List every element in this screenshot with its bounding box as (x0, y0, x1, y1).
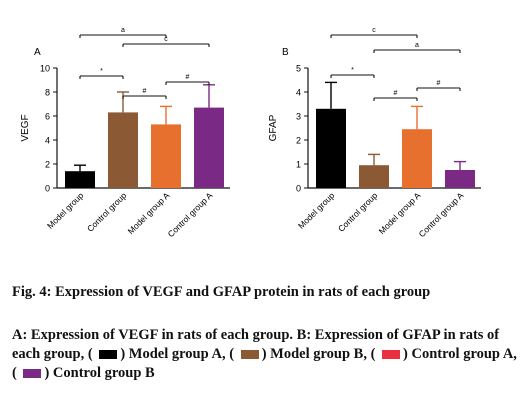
figure-caption-title: Fig. 4: Expression of VEGF and GFAP prot… (12, 284, 431, 300)
y-tick-label: 2 (45, 160, 50, 170)
significance-label: # (394, 90, 398, 97)
significance-label: # (186, 74, 190, 81)
panel-label-b: B (282, 47, 289, 58)
legend-swatch-control-a (382, 350, 401, 360)
significance-label: a (415, 42, 419, 49)
legend-swatch-model-b (240, 350, 259, 360)
bar-control-group (359, 165, 389, 188)
x-tick-label: Control group A (417, 190, 466, 239)
bar-control-group-a (194, 107, 224, 188)
significance-label: * (351, 67, 354, 74)
significance-label: * (100, 68, 103, 75)
legend-swatch-model-a (99, 350, 118, 360)
y-tick-label: 5 (296, 64, 301, 74)
significance-label: a (121, 27, 125, 34)
bar-control-group (108, 112, 138, 188)
x-tick-label: Model group (296, 190, 337, 231)
y-axis-title: GFAP (268, 114, 279, 141)
y-tick-label: 4 (296, 88, 301, 98)
y-axis-title: VEGF (20, 114, 31, 141)
legend-swatch-control-b (23, 369, 42, 379)
y-tick-label: 3 (296, 112, 301, 122)
x-tick-label: Model group (45, 190, 86, 231)
x-tick-label: Model group A (377, 190, 423, 236)
caption-text-a: A: Expression of VEGF in rats of each gr… (12, 327, 500, 362)
bar-model-group-a (402, 129, 432, 188)
significance-label: c (164, 36, 168, 43)
y-tick-label: 6 (45, 112, 50, 122)
legend-label-1: ) Model group A, ( (120, 346, 235, 362)
y-tick-label: 0 (45, 184, 50, 194)
legend-label-4: ) Control group B (44, 365, 155, 381)
significance-label: # (437, 80, 441, 87)
x-tick-label: Control group (85, 190, 129, 234)
bar-model-group-a (151, 124, 181, 188)
significance-label: c (372, 27, 376, 34)
bar-model-group (316, 108, 346, 188)
legend-label-2: ) Model group B, ( (261, 346, 376, 362)
bar-model-group (65, 171, 95, 188)
bar-control-group-a (445, 170, 475, 188)
x-tick-label: Control group (336, 190, 380, 234)
significance-label: # (143, 88, 147, 95)
y-tick-label: 8 (45, 88, 50, 98)
y-tick-label: 0 (296, 184, 301, 194)
y-tick-label: 2 (296, 136, 301, 146)
x-tick-label: Model group A (126, 190, 172, 236)
y-tick-label: 10 (40, 64, 50, 74)
figure-caption-body: A: Expression of VEGF in rats of each gr… (12, 326, 517, 383)
y-tick-label: 4 (45, 136, 50, 146)
y-tick-label: 1 (296, 160, 301, 170)
legend-label-3: ) Control group A, ( (12, 346, 517, 381)
x-tick-label: Control group A (166, 190, 215, 239)
panel-label-a: A (34, 47, 41, 58)
